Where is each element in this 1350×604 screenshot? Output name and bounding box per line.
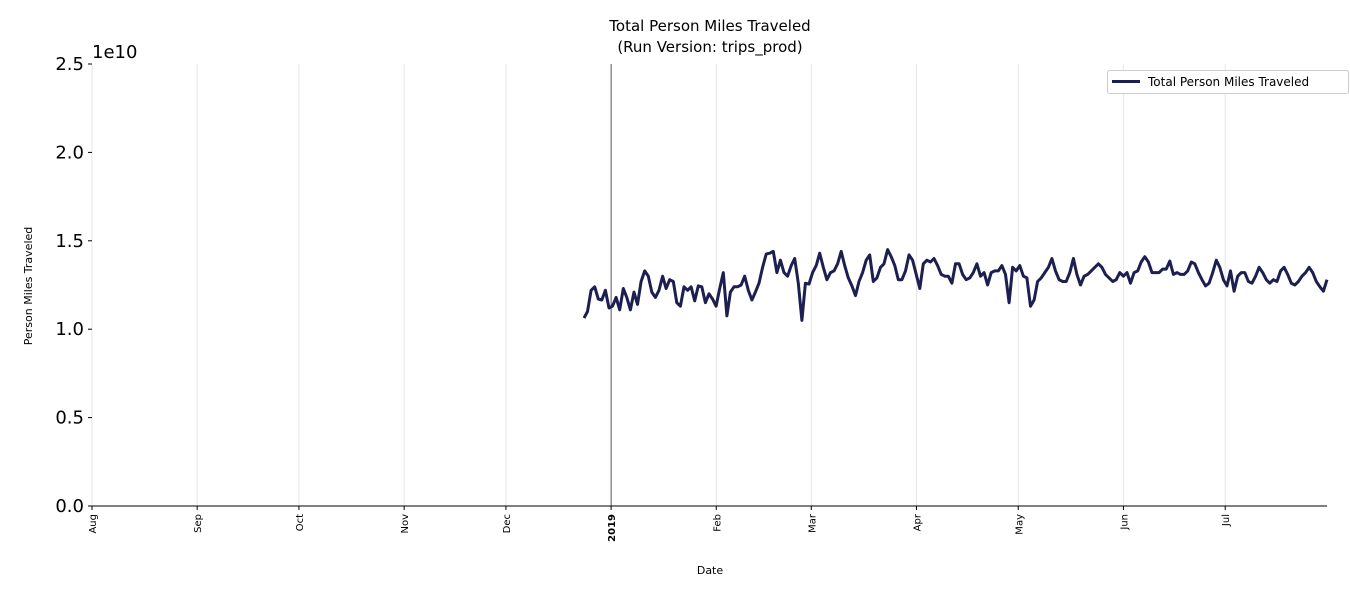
y-tick-label: 1.5 xyxy=(55,231,84,252)
y-tick-label: 2.0 xyxy=(55,142,84,163)
x-tick-label: Oct xyxy=(295,514,306,531)
x-tick-label: Jul xyxy=(1221,514,1232,527)
y-tick-label: 0.5 xyxy=(55,408,84,429)
x-tick-label: Sep xyxy=(193,514,204,533)
x-tick-label: Apr xyxy=(912,513,923,531)
x-tick-label: May xyxy=(1014,514,1025,535)
series-line-total-person-miles xyxy=(582,248,1329,322)
y-tick-label: 1.0 xyxy=(55,319,84,340)
x-axis-label: Date xyxy=(697,564,724,577)
x-tick-label: Feb xyxy=(712,514,723,532)
x-ticks: Aug Sep Oct Nov Dec 2019 Feb Mar Apr May Jun Jul xyxy=(88,506,1232,542)
x-gridlines xyxy=(91,64,1226,506)
x-tick-label: Mar xyxy=(807,513,818,533)
chart-subtitle: (Run Version: trips_prod) xyxy=(617,38,802,57)
y-tick-label: 0.0 xyxy=(55,496,84,517)
x-tick-label: Dec xyxy=(502,514,513,533)
x-tick-label: 2019 xyxy=(607,514,618,542)
y-offset-label: 1e10 xyxy=(92,42,137,63)
legend-entry-label: Total Person Miles Traveled xyxy=(1147,75,1309,89)
x-tick-label: Aug xyxy=(88,514,99,534)
y-axis-label: Person Miles Traveled xyxy=(22,227,35,346)
chart-title: Total Person Miles Traveled xyxy=(608,17,810,35)
x-tick-label: Jun xyxy=(1119,514,1130,531)
x-tick-label: Nov xyxy=(400,514,411,534)
legend-box xyxy=(1107,70,1349,94)
legend: Total Person Miles Traveled xyxy=(1107,70,1349,94)
y-tick-label: 2.5 xyxy=(55,54,84,75)
y-ticks: 0.0 0.5 1.0 1.5 2.0 2.5 xyxy=(55,54,92,517)
